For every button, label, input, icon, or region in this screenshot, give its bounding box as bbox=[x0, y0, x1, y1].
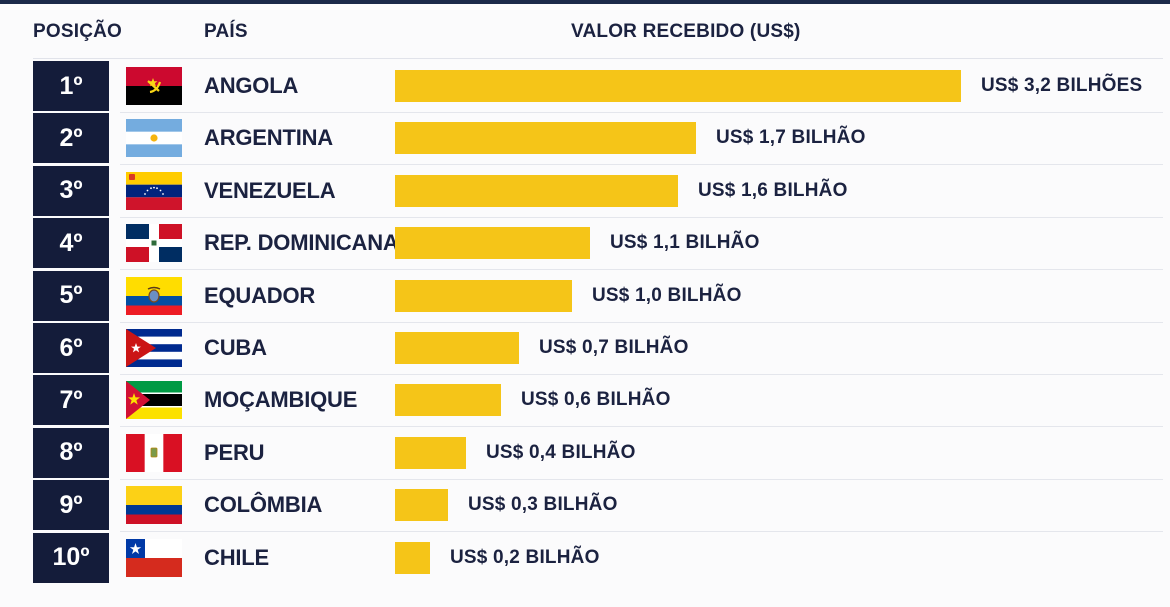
value-label: US$ 0,4 BILHÃO bbox=[486, 441, 636, 463]
value-bar bbox=[395, 279, 572, 312]
header-divider bbox=[33, 58, 1163, 59]
value-bar bbox=[395, 489, 448, 522]
header-position: POSIÇÃO bbox=[33, 21, 123, 42]
value-label: US$ 1,0 BILHÃO bbox=[592, 284, 742, 306]
ecuador-flag-icon bbox=[126, 276, 182, 315]
value-label: US$ 1,1 BILHÃO bbox=[610, 232, 760, 254]
cuba-flag-icon bbox=[126, 329, 182, 367]
country-label: VENEZUELA bbox=[204, 177, 336, 203]
country-label: CHILE bbox=[204, 544, 270, 570]
country-label: EQUADOR bbox=[204, 282, 316, 308]
rank-badge: 10º bbox=[33, 532, 109, 583]
country-label: COLÔMBIA bbox=[204, 492, 323, 518]
value-bar bbox=[395, 384, 501, 417]
mozambique-flag-icon bbox=[126, 381, 182, 420]
value-label: US$ 0,6 BILHÃO bbox=[521, 389, 671, 411]
rank-badge: 3º bbox=[33, 165, 109, 216]
rank-badge: 9º bbox=[33, 480, 109, 531]
row-divider bbox=[120, 216, 1163, 218]
value-label: US$ 1,6 BILHÃO bbox=[698, 179, 848, 201]
value-bar bbox=[395, 332, 519, 364]
row-divider bbox=[120, 321, 1163, 323]
value-label: US$ 1,7 BILHÃO bbox=[716, 127, 866, 149]
value-bar bbox=[395, 70, 961, 102]
rank-badge: 1º bbox=[33, 61, 109, 111]
chile-flag-icon bbox=[126, 538, 182, 577]
row-divider bbox=[120, 478, 1163, 480]
value-label: US$ 0,3 BILHÃO bbox=[468, 494, 618, 516]
venezuela-flag-icon bbox=[126, 171, 182, 210]
row-divider bbox=[120, 531, 1163, 533]
header-country: PAÍS bbox=[204, 21, 248, 42]
row-divider bbox=[120, 164, 1163, 166]
value-label: US$ 0,2 BILHÃO bbox=[450, 546, 600, 568]
rank-badge: 5º bbox=[33, 270, 109, 321]
rank-badge: 7º bbox=[33, 375, 109, 426]
country-label: ARGENTINA bbox=[204, 125, 333, 151]
top-rule bbox=[0, 0, 1170, 4]
country-label: REP. DOMINICANA bbox=[204, 230, 399, 256]
row-divider bbox=[120, 112, 1163, 113]
country-label: CUBA bbox=[204, 335, 267, 360]
value-bar bbox=[395, 436, 466, 469]
value-label: US$ 0,7 BILHÃO bbox=[539, 337, 689, 358]
rank-badge: 6º bbox=[33, 323, 109, 373]
rank-badge: 2º bbox=[33, 113, 109, 164]
country-label: PERU bbox=[204, 439, 265, 465]
header-value: VALOR RECEBIDO (US$) bbox=[571, 21, 801, 42]
value-bar bbox=[395, 174, 678, 207]
value-bar bbox=[395, 227, 590, 260]
value-bar bbox=[395, 541, 430, 574]
row-divider bbox=[120, 426, 1163, 428]
angola-flag-icon bbox=[126, 67, 182, 105]
argentina-flag-icon bbox=[126, 119, 182, 158]
value-label: US$ 3,2 BILHÕES bbox=[981, 75, 1143, 96]
colombia-flag-icon bbox=[126, 486, 182, 525]
country-label: ANGOLA bbox=[204, 73, 299, 98]
row-divider bbox=[120, 269, 1163, 271]
row-divider bbox=[120, 374, 1163, 375]
dominican-republic-flag-icon bbox=[126, 224, 182, 263]
country-label: MOÇAMBIQUE bbox=[204, 387, 358, 413]
peru-flag-icon bbox=[126, 433, 182, 472]
rank-badge: 8º bbox=[33, 427, 109, 478]
rank-badge: 4º bbox=[33, 218, 109, 269]
value-bar bbox=[395, 122, 696, 155]
